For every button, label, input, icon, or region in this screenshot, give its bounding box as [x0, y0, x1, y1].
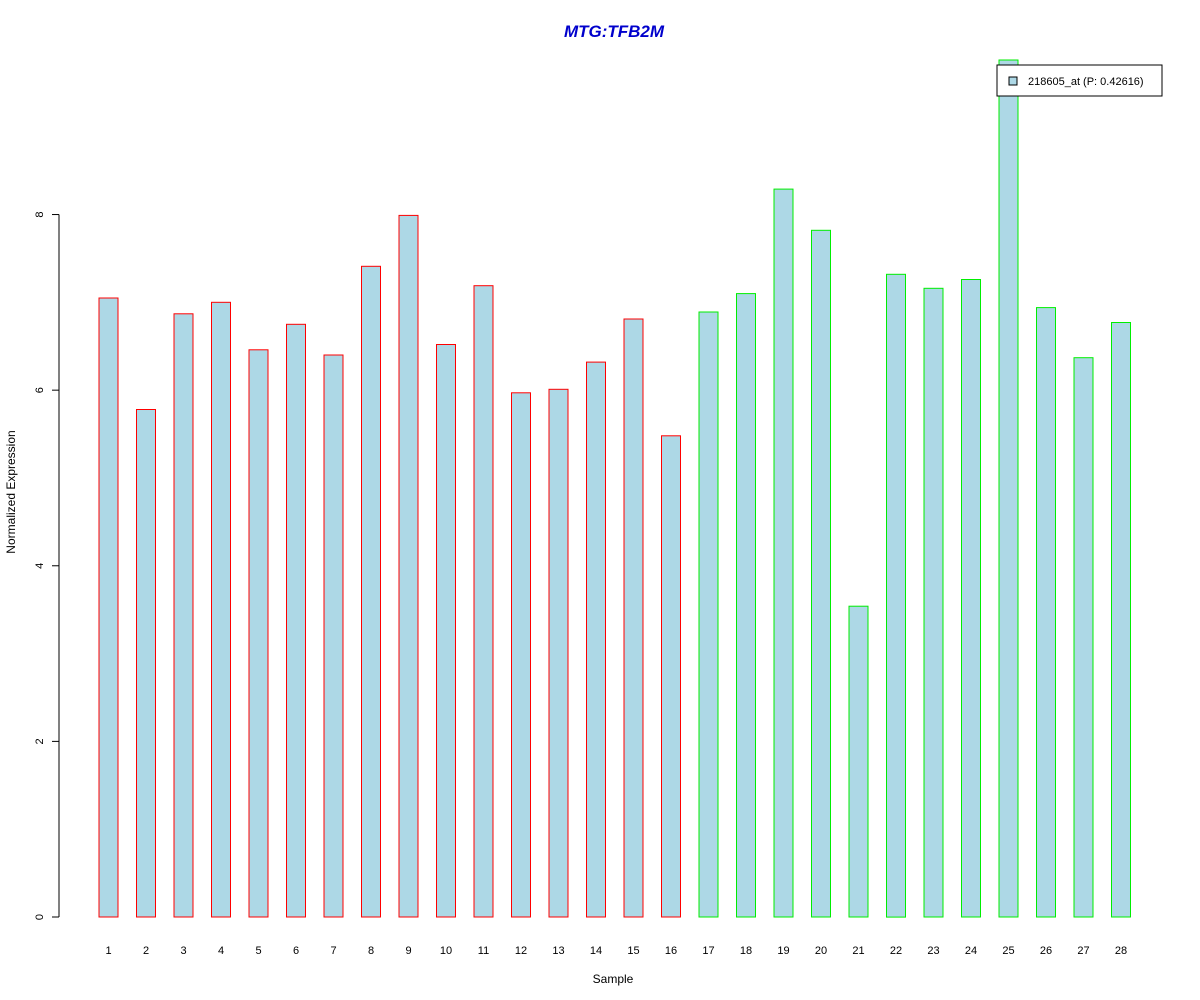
bar-sample-15	[623, 318, 644, 918]
bar-sample-26	[1036, 307, 1056, 918]
bar-sample-7	[323, 354, 344, 918]
x-tick-label: 24	[965, 945, 977, 957]
x-tick-label: 25	[1002, 945, 1014, 957]
x-axis-title: Sample	[593, 972, 634, 986]
x-tick-label: 19	[777, 945, 789, 957]
bar-sample-25	[998, 59, 1019, 918]
bar-sample-21	[848, 605, 869, 918]
bar-sample-11	[473, 285, 494, 918]
y-tick-label: 4	[34, 563, 46, 569]
bar-sample-8	[361, 265, 381, 918]
x-tick-label: 20	[815, 945, 827, 957]
bars-group	[98, 59, 1131, 918]
bar-sample-9	[398, 214, 419, 918]
bar-sample-2	[136, 409, 156, 918]
bar-sample-13	[548, 388, 569, 918]
y-tick-label: 0	[34, 914, 46, 920]
x-tick-label: 1	[105, 945, 111, 957]
y-tick-label: 2	[34, 738, 46, 744]
x-tick-label: 6	[293, 945, 299, 957]
x-tick-label: 17	[702, 945, 714, 957]
x-tick-label: 15	[627, 945, 639, 957]
y-axis-title: Normalized Expression	[4, 430, 18, 553]
x-tick-label: 4	[218, 945, 224, 957]
x-axis-labels: 1 2 3 4 5 6 7 8 9 10 11 12 13 14 15 16 17 18 19 20 21 22 23 24 2…	[105, 945, 1127, 957]
y-tick-label: 8	[34, 211, 46, 217]
bar-sample-3	[173, 313, 194, 918]
x-tick-label: 18	[740, 945, 752, 957]
x-tick-label: 3	[180, 945, 186, 957]
x-tick-label: 10	[440, 945, 452, 957]
x-tick-label: 2	[143, 945, 149, 957]
bar-sample-14	[586, 361, 606, 918]
x-tick-label: 27	[1077, 945, 1089, 957]
x-tick-label: 12	[515, 945, 527, 957]
bar-sample-6	[286, 323, 306, 918]
bar-sample-16	[661, 435, 681, 918]
x-tick-label: 16	[665, 945, 677, 957]
chart-title: MTG:TFB2M	[564, 22, 665, 41]
legend: 218605_at (P: 0.42616)	[996, 64, 1163, 97]
x-tick-label: 11	[478, 945, 489, 957]
x-tick-label: 28	[1115, 945, 1127, 957]
x-tick-label: 13	[552, 945, 564, 957]
x-tick-label: 22	[890, 945, 902, 957]
x-tick-label: 5	[255, 945, 261, 957]
bar-sample-27	[1073, 357, 1094, 918]
x-tick-label: 21	[852, 945, 864, 957]
bar-sample-28	[1111, 322, 1131, 918]
bar-sample-20	[811, 229, 831, 918]
bar-sample-24	[961, 279, 981, 918]
bar-sample-5	[248, 349, 269, 918]
legend-box	[996, 64, 1163, 97]
x-tick-label: 23	[927, 945, 939, 957]
bar-sample-12	[511, 392, 531, 918]
bar-sample-22	[886, 273, 906, 918]
bar-sample-10	[436, 344, 456, 918]
bar-sample-18	[736, 293, 756, 918]
bar-sample-19	[773, 188, 794, 918]
y-axis: 0 2 4 6 8	[34, 211, 60, 920]
x-tick-label: 8	[368, 945, 374, 957]
bar-sample-23	[923, 287, 944, 918]
x-tick-label: 14	[590, 945, 602, 957]
bar-sample-1	[98, 297, 119, 918]
x-tick-label: 7	[330, 945, 336, 957]
legend-label: 218605_at (P: 0.42616)	[1028, 76, 1144, 88]
x-tick-label: 26	[1040, 945, 1052, 957]
bar-sample-17	[698, 311, 719, 918]
x-tick-label: 9	[405, 945, 411, 957]
y-tick-label: 6	[34, 387, 46, 393]
bar-sample-4	[211, 301, 231, 918]
legend-swatch	[1008, 76, 1018, 86]
